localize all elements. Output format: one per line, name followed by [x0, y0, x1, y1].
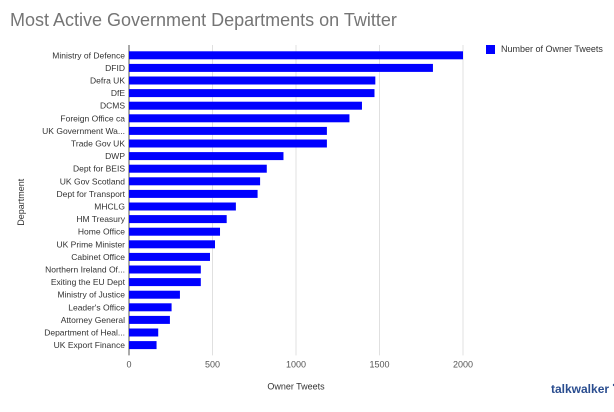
bar	[129, 177, 261, 186]
logo-text: talkwalker	[551, 382, 610, 396]
bar	[129, 341, 157, 350]
bar	[129, 189, 258, 198]
legend: Number of Owner Tweets	[486, 44, 603, 54]
category-label: UK Prime Minister	[57, 239, 126, 249]
category-label: UK Gov Scotland	[60, 176, 125, 186]
category-label: UK Export Finance	[54, 340, 126, 350]
bar	[129, 152, 284, 161]
x-tick-label: 0	[126, 359, 131, 369]
category-label: UK Government Wa...	[42, 126, 125, 136]
bar	[129, 126, 327, 135]
category-label: Ministry of Defence	[52, 50, 125, 60]
bar	[129, 303, 172, 312]
category-label: Defra UK	[90, 76, 125, 86]
x-tick-label: 500	[205, 359, 220, 369]
bar	[129, 164, 267, 173]
category-label: Home Office	[78, 227, 125, 237]
legend-label: Number of Owner Tweets	[501, 44, 603, 54]
category-label: Dept for Transport	[56, 189, 125, 199]
category-label: HM Treasury	[76, 214, 125, 224]
category-label: DWP	[105, 151, 125, 161]
bar	[129, 101, 362, 110]
category-label: Dept for BEIS	[73, 164, 125, 174]
x-tick-label: 1500	[369, 359, 389, 369]
bar	[129, 215, 227, 224]
category-label: Ministry of Justice	[57, 290, 125, 300]
bar	[129, 240, 216, 249]
bar	[129, 265, 201, 274]
bar	[129, 76, 376, 85]
category-label: DfE	[111, 88, 126, 98]
category-label: Cabinet Office	[71, 252, 125, 262]
legend-swatch	[486, 44, 495, 54]
category-label: Department of Heal...	[44, 328, 125, 338]
bar	[129, 328, 159, 337]
bar	[129, 89, 375, 98]
bar	[129, 63, 433, 72]
bar	[129, 315, 170, 324]
y-axis-title: Department	[16, 178, 26, 226]
category-label: Exiting the EU Dept	[51, 277, 126, 287]
bar	[129, 139, 327, 148]
category-label: Foreign Office ca	[60, 113, 125, 123]
bar	[129, 202, 236, 211]
x-tick-label: 1000	[286, 359, 306, 369]
bar	[129, 227, 221, 236]
chart-title: Most Active Government Departments on Tw…	[10, 10, 397, 30]
bar	[129, 51, 463, 60]
category-label: DFID	[105, 63, 125, 73]
category-label: DCMS	[100, 101, 125, 111]
bar	[129, 278, 201, 287]
x-axis-title: Owner Tweets	[267, 381, 325, 391]
category-label: MHCLG	[94, 202, 125, 212]
category-label: Leader's Office	[68, 302, 125, 312]
bar	[129, 114, 350, 123]
category-label: Northern Ireland Of...	[45, 265, 125, 275]
category-label: Trade Gov UK	[71, 139, 125, 149]
x-tick-label: 2000	[453, 359, 473, 369]
category-label: Attorney General	[61, 315, 125, 325]
bar	[129, 290, 180, 299]
bar	[129, 252, 210, 261]
talkwalker-logo: talkwalker	[551, 382, 614, 396]
